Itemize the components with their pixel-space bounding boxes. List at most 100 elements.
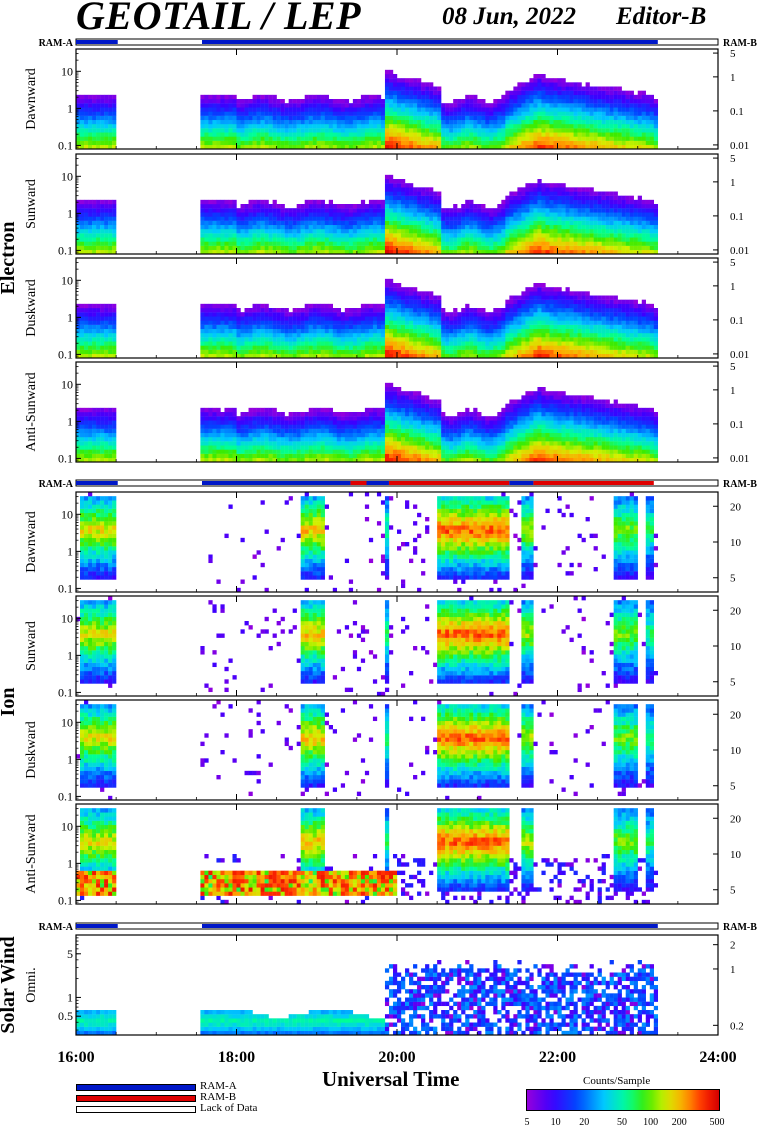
mode-bar-segment: [201, 40, 658, 44]
y-tick-label-right: 1: [730, 281, 736, 293]
panel-label: Sunward: [24, 179, 39, 229]
panel-ion-duskward: [75, 699, 719, 801]
y-tick-label-right: 10: [730, 537, 742, 549]
legend-swatch-lack-of-data: [76, 1106, 196, 1113]
y-tick-label-left: 0.1: [58, 347, 73, 361]
y-tick-label-left: 10: [61, 611, 73, 625]
y-tick-label-right: 5: [730, 257, 736, 269]
panel-label: Sunward: [24, 621, 39, 671]
y-tick-label-left: 10: [61, 819, 73, 833]
panel-label: Anti-Sunward: [24, 372, 39, 451]
panel-label: Duskward: [24, 279, 39, 337]
colorbar-tick-label: 20: [579, 1117, 590, 1128]
y-tick-label-right: 0.2: [730, 1020, 744, 1032]
y-tick-label-left: 0.1: [58, 685, 73, 699]
plot-editor: Editor-B: [616, 3, 707, 30]
mode-bar-segment: [509, 481, 534, 485]
colorbar-tick-label: 10: [550, 1117, 561, 1128]
y-tick-label-right: 10: [730, 641, 742, 653]
panel-electron-sunward: [75, 153, 719, 255]
y-tick-label-right: 20: [730, 813, 742, 825]
y-tick-label-right: 0.1: [730, 211, 744, 223]
panel-label: Anti-Sunward: [24, 814, 39, 893]
legend-item-ram-a: RAM-A: [76, 1080, 296, 1093]
mode-bar-2: [75, 922, 719, 930]
panel-label: Dawnward: [24, 68, 39, 129]
y-tick-label-left: 1: [67, 544, 73, 558]
colorbar: [526, 1089, 720, 1111]
mode-bar-label-left: RAM-A: [39, 479, 74, 490]
y-tick-label-right: 5: [730, 48, 736, 60]
y-tick-label-left: 10: [61, 715, 73, 729]
colorbar-tick-label: 200: [671, 1117, 687, 1128]
y-tick-label-left: 10: [61, 377, 73, 391]
legend-item-ram-b: RAM-B: [76, 1091, 296, 1104]
colorbar-tick-label: 5: [524, 1117, 530, 1128]
colorbar-tick-label: 100: [643, 1117, 659, 1128]
y-tick-label-left: 1: [67, 101, 73, 115]
mode-bar-segment: [201, 481, 351, 485]
y-tick-label-right: 5: [730, 573, 736, 585]
group-label-solar-wind: Solar Wind: [0, 936, 19, 1033]
group-label-electron: Electron: [0, 222, 19, 295]
y-tick-label-left: 1: [67, 648, 73, 662]
y-tick-label-right: 20: [730, 501, 742, 513]
mode-bar-label-right: RAM-B: [723, 479, 757, 490]
legend-swatch-ram-a: [76, 1084, 196, 1091]
y-tick-label-right: 0.01: [730, 453, 749, 465]
y-tick-label-right: 5: [730, 677, 736, 689]
x-tick-label: 20:00: [378, 1049, 415, 1066]
panel-label: Omni.: [24, 967, 39, 1002]
group-label-ion: Ion: [0, 688, 19, 717]
y-tick-label-left: 0.5: [58, 1009, 73, 1023]
y-tick-label-left: 1: [67, 990, 73, 1004]
plot-date: 08 Jun, 2022: [442, 3, 577, 30]
colorbar-tick-label: 500: [709, 1117, 725, 1128]
mode-bar-segment: [366, 481, 389, 485]
y-tick-label-right: 0.1: [730, 315, 744, 327]
legend-label-lack-of-data: Lack of Data: [200, 1102, 258, 1114]
y-tick-label-right: 5: [730, 361, 736, 373]
y-tick-label-left: 1: [67, 414, 73, 428]
legend-item-lack-of-data: Lack of Data: [76, 1102, 296, 1115]
y-tick-label-right: 5: [730, 781, 736, 793]
y-tick-label-left: 1: [67, 310, 73, 324]
mode-bar-label-right: RAM-B: [723, 38, 757, 49]
mode-bar-label-right: RAM-B: [723, 922, 757, 933]
plot-title: GEOTAIL / LEP: [76, 0, 362, 38]
panel-electron-anti-sunward: [75, 361, 719, 463]
y-tick-label-right: 0.1: [730, 106, 744, 118]
y-tick-label-right: 1: [730, 964, 736, 976]
legend-swatch-ram-b: [76, 1095, 196, 1102]
panel-solar-wind-omni-: [75, 934, 719, 1036]
mode-bar-segment: [388, 481, 510, 485]
x-tick-label: 22:00: [539, 1049, 576, 1066]
x-tick-label: 24:00: [699, 1049, 736, 1066]
panel-label: Dawnward: [24, 511, 39, 572]
mode-bar-label-left: RAM-A: [39, 922, 74, 933]
y-tick-label-left: 0.1: [58, 243, 73, 257]
y-tick-label-left: 10: [61, 507, 73, 521]
y-tick-label-right: 5: [730, 153, 736, 165]
x-tick-label: 18:00: [218, 1049, 255, 1066]
y-tick-label-left: 0.1: [58, 581, 73, 595]
legend-label-ram-a: RAM-A: [200, 1080, 237, 1092]
y-tick-label-right: 0.1: [730, 419, 744, 431]
panel-electron-duskward: [75, 257, 719, 359]
colorbar-title: Counts/Sample: [583, 1075, 651, 1087]
panel-ion-sunward: [75, 595, 719, 697]
y-tick-label-left: 5: [67, 947, 73, 961]
mode-bar-label-left: RAM-A: [39, 38, 74, 49]
legend: RAM-A RAM-B Lack of Data: [76, 1080, 296, 1115]
x-axis-label: Universal Time: [322, 1067, 460, 1091]
mode-bar-0: [75, 38, 719, 46]
y-tick-label-left: 0.1: [58, 893, 73, 907]
y-tick-label-left: 0.1: [58, 451, 73, 465]
y-tick-label-left: 1: [67, 752, 73, 766]
y-tick-label-left: 10: [61, 64, 73, 78]
y-tick-label-right: 10: [730, 849, 742, 861]
y-tick-label-right: 0.01: [730, 245, 749, 257]
y-tick-label-right: 0.01: [730, 140, 749, 152]
x-tick-label: 16:00: [57, 1049, 94, 1066]
